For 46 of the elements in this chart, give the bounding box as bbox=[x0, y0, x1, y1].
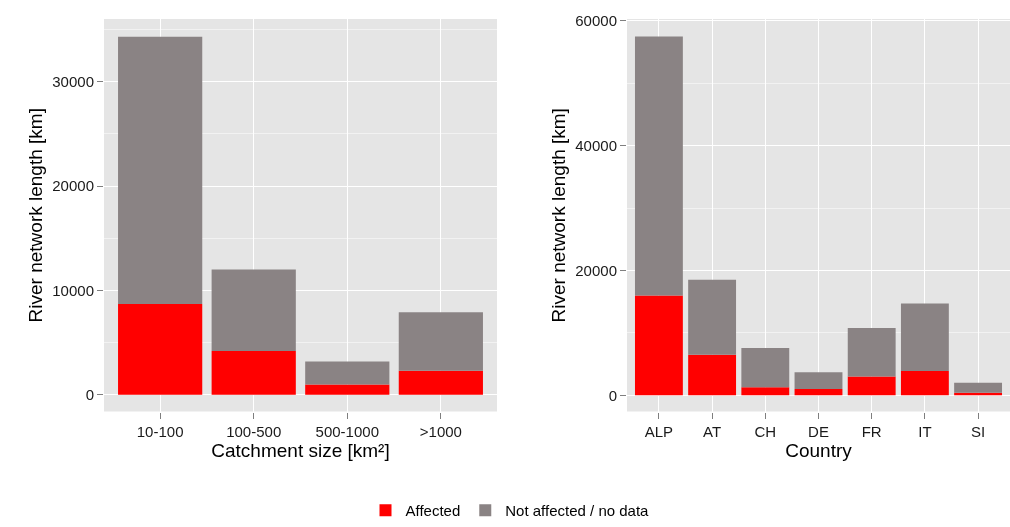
y-tick-label: 20000 bbox=[52, 177, 94, 195]
x-axis-title: Catchment size [km²] bbox=[211, 439, 390, 461]
x-tick-label: AT bbox=[703, 422, 722, 440]
x-tick-label: 100-500 bbox=[226, 422, 282, 440]
y-tick-label: 10000 bbox=[52, 281, 94, 299]
y-tick-label: 0 bbox=[85, 386, 94, 404]
bar bbox=[118, 304, 203, 395]
bar bbox=[398, 370, 483, 395]
x-tick-label: 10-100 bbox=[136, 422, 184, 440]
bar bbox=[847, 376, 896, 396]
x-tick-label: DE bbox=[808, 422, 829, 440]
bar bbox=[794, 372, 843, 390]
legend-label: Affected bbox=[405, 502, 461, 520]
y-tick-label: 0 bbox=[608, 386, 617, 404]
y-tick-label: 30000 bbox=[52, 72, 94, 90]
y-axis-title: River network length [km] bbox=[548, 108, 570, 323]
bar bbox=[688, 354, 737, 396]
bar bbox=[688, 279, 737, 355]
x-tick-label: ALP bbox=[644, 422, 674, 440]
bar bbox=[398, 312, 483, 371]
x-tick-label: FR bbox=[861, 422, 882, 440]
y-tick-label: 20000 bbox=[575, 261, 617, 279]
bar bbox=[847, 327, 896, 377]
bar bbox=[634, 36, 683, 296]
x-tick-label: >1000 bbox=[419, 422, 462, 440]
bar bbox=[954, 382, 1003, 393]
bar bbox=[211, 269, 296, 351]
bar bbox=[741, 387, 790, 396]
x-tick-label: CH bbox=[754, 422, 777, 440]
y-axis-title: River network length [km] bbox=[25, 108, 47, 323]
x-tick-label: IT bbox=[918, 422, 932, 440]
bar bbox=[118, 36, 203, 305]
x-tick-label: 500-1000 bbox=[315, 422, 379, 440]
bar bbox=[794, 389, 843, 396]
bar bbox=[211, 351, 296, 395]
y-tick-label: 40000 bbox=[575, 136, 617, 154]
bar bbox=[741, 347, 790, 388]
x-axis-title: Country bbox=[785, 439, 853, 461]
bar bbox=[634, 295, 683, 396]
x-tick-label: SI bbox=[970, 422, 986, 440]
legend-label: Not affected / no data bbox=[505, 502, 650, 520]
y-tick-label: 60000 bbox=[575, 12, 617, 30]
bar bbox=[305, 384, 390, 395]
bar bbox=[900, 303, 949, 371]
bar bbox=[305, 361, 390, 385]
bar bbox=[900, 370, 949, 396]
